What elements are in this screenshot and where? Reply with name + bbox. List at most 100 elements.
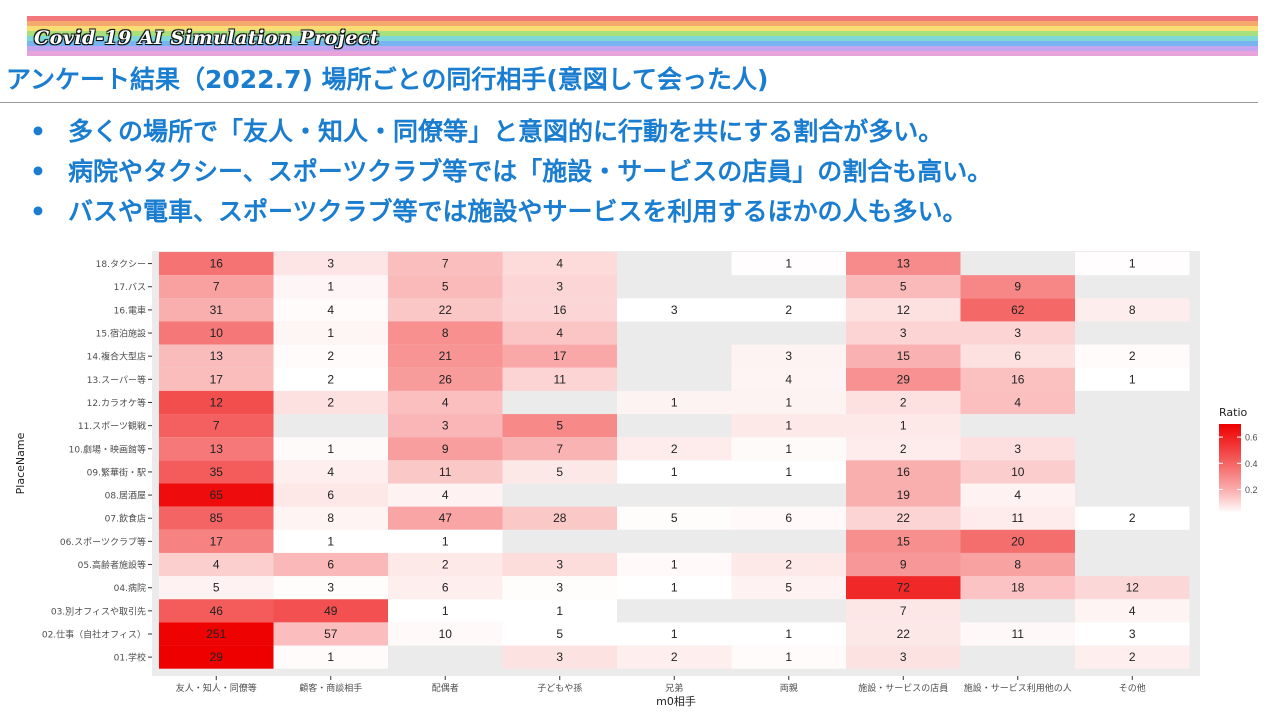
heatmap-cell bbox=[502, 298, 617, 322]
heatmap-cell bbox=[731, 437, 846, 461]
banner-stripe bbox=[27, 31, 1258, 36]
cell-value-label: 4 bbox=[213, 558, 220, 572]
heatmap-cell bbox=[273, 576, 388, 600]
cell-value-label: 28 bbox=[553, 511, 567, 525]
cell-value-label: 7 bbox=[900, 604, 907, 618]
y-tick-label: 17.バス bbox=[114, 282, 146, 293]
heatmap-cell bbox=[731, 414, 846, 438]
heatmap-cell bbox=[731, 645, 846, 669]
heatmap-cell bbox=[273, 622, 388, 646]
y-tick-label: 06.スポーツクラブ等 bbox=[60, 536, 146, 548]
cell-value-label: 85 bbox=[210, 511, 224, 525]
banner-stripe bbox=[27, 36, 1258, 41]
cell-value-label: 1 bbox=[327, 534, 334, 548]
y-tick-label: 18.タクシー bbox=[96, 259, 146, 270]
heatmap-cell bbox=[159, 506, 274, 530]
heatmap-cell bbox=[388, 344, 503, 368]
heatmap-cell bbox=[846, 321, 961, 345]
heatmap-cell bbox=[731, 506, 846, 530]
cell-value-label: 4 bbox=[785, 372, 792, 386]
heatmap-cell bbox=[1075, 506, 1190, 530]
heatmap-cell bbox=[273, 506, 388, 530]
x-tick-label: 顧客・商談相手 bbox=[299, 682, 362, 694]
y-tick-label: 08.居酒屋 bbox=[105, 491, 146, 502]
heatmap-cell bbox=[617, 298, 732, 322]
cell-value-label: 6 bbox=[785, 511, 792, 525]
heatmap-cell bbox=[846, 483, 961, 507]
rainbow-banner bbox=[27, 16, 1258, 56]
cell-value-label: 10 bbox=[1011, 465, 1025, 479]
cell-value-label: 3 bbox=[900, 326, 907, 340]
heatmap-cell bbox=[846, 275, 961, 299]
cell-value-label: 7 bbox=[556, 442, 563, 456]
heatmap-cell bbox=[159, 599, 274, 623]
cell-value-label: 17 bbox=[210, 372, 224, 386]
cell-value-label: 5 bbox=[556, 465, 563, 479]
cell-value-label: 8 bbox=[1129, 303, 1136, 317]
heatmap-cell bbox=[502, 552, 617, 577]
title-divider bbox=[0, 102, 1258, 103]
cell-value-label: 2 bbox=[327, 372, 334, 386]
cell-value-label: 4 bbox=[1014, 488, 1021, 502]
heatmap-cell bbox=[159, 321, 274, 345]
y-tick-label: 04.病院 bbox=[114, 582, 146, 594]
heatmap-cell bbox=[846, 645, 961, 669]
heatmap-cell bbox=[159, 275, 274, 299]
cell-value-label: 18 bbox=[1011, 581, 1025, 595]
heatmap-cell bbox=[388, 506, 503, 530]
x-tick-label: 友人・知人・同僚等 bbox=[176, 682, 257, 694]
heatmap-cell bbox=[1075, 367, 1190, 391]
heatmap-cell bbox=[273, 344, 388, 368]
cell-value-label: 2 bbox=[900, 442, 907, 456]
heatmap-cell bbox=[617, 390, 732, 415]
banner-stripe bbox=[27, 51, 1258, 56]
bullet-dot-icon: • bbox=[30, 117, 46, 146]
heatmap-cell bbox=[617, 460, 732, 484]
heatmap-cell bbox=[846, 414, 961, 438]
heatmap-cell bbox=[617, 552, 732, 577]
heatmap-cell bbox=[846, 599, 961, 623]
cell-value-label: 4 bbox=[1014, 395, 1021, 409]
heatmap-cell bbox=[159, 622, 274, 646]
banner-stripe bbox=[27, 46, 1258, 51]
heatmap-cell bbox=[388, 252, 503, 276]
cell-value-label: 11 bbox=[1012, 627, 1025, 641]
cell-value-label: 22 bbox=[439, 303, 453, 317]
cell-value-label: 5 bbox=[442, 280, 449, 294]
cell-value-label: 2 bbox=[1129, 650, 1136, 664]
heatmap-cell bbox=[159, 576, 274, 600]
cell-value-label: 1 bbox=[785, 650, 792, 664]
cell-value-label: 9 bbox=[900, 558, 907, 572]
heatmap-cell bbox=[273, 367, 388, 391]
cell-value-label: 19 bbox=[897, 488, 911, 502]
cell-value-label: 3 bbox=[442, 419, 449, 433]
cell-value-label: 1 bbox=[785, 442, 792, 456]
cell-value-label: 1 bbox=[785, 465, 792, 479]
cell-value-label: 2 bbox=[327, 349, 334, 363]
cell-value-label: 21 bbox=[439, 349, 453, 363]
heatmap-cell bbox=[1075, 576, 1190, 600]
heatmap-cell bbox=[617, 506, 732, 530]
cell-value-label: 4 bbox=[556, 257, 563, 271]
heatmap-cell bbox=[273, 275, 388, 299]
cell-value-label: 15 bbox=[897, 534, 911, 548]
heatmap-cell bbox=[960, 367, 1075, 391]
heatmap-cell bbox=[273, 529, 388, 553]
cell-value-label: 3 bbox=[900, 650, 907, 664]
y-tick-label: 15.宿泊施設 bbox=[96, 328, 146, 340]
heatmap-cell bbox=[273, 437, 388, 461]
heatmap-cell bbox=[960, 483, 1075, 507]
cell-value-label: 5 bbox=[785, 581, 792, 595]
cell-value-label: 16 bbox=[210, 257, 224, 271]
bullet-item: • 多くの場所で「友人・知人・同僚等」と意図的に行動を共にする割合が多い。 bbox=[30, 112, 992, 152]
cell-value-label: 4 bbox=[442, 488, 449, 502]
bullet-text: 多くの場所で「友人・知人・同僚等」と意図的に行動を共にする割合が多い。 bbox=[68, 117, 944, 146]
heatmap-cell bbox=[273, 252, 388, 276]
y-axis-title: PlaceName bbox=[14, 432, 27, 494]
cell-value-label: 8 bbox=[327, 511, 334, 525]
cell-value-label: 16 bbox=[897, 465, 911, 479]
banner-stripe bbox=[27, 26, 1258, 31]
cell-value-label: 1 bbox=[1129, 257, 1136, 271]
cell-value-label: 4 bbox=[556, 326, 563, 340]
cell-value-label: 2 bbox=[442, 558, 449, 572]
